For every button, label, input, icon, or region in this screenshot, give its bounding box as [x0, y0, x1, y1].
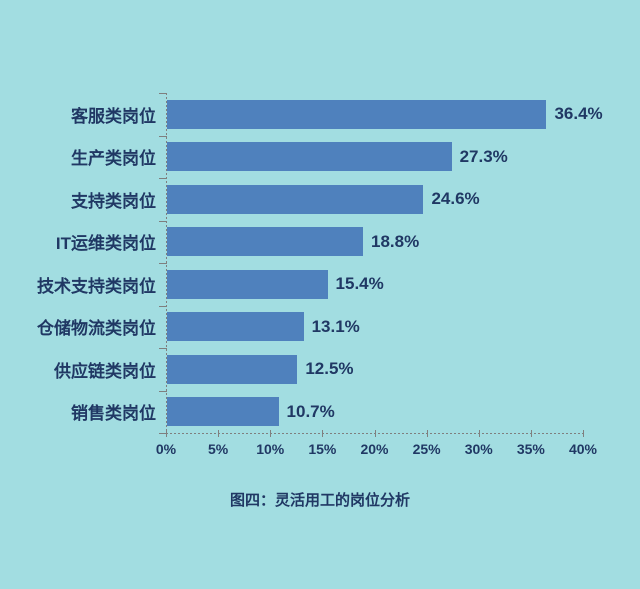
bar-2 — [167, 142, 452, 172]
category-label: 支持类岗位 — [71, 191, 156, 211]
x-axis-tick-label: 30% — [464, 441, 493, 457]
y-axis-tick — [159, 178, 167, 179]
value-label: 12.5% — [305, 359, 354, 379]
bar-3 — [167, 184, 424, 214]
y-axis-line — [166, 93, 167, 433]
category-label: 生产类岗位 — [71, 149, 156, 169]
bar-6 — [167, 312, 304, 342]
y-axis-tick — [159, 305, 167, 307]
y-axis-tick — [159, 390, 167, 392]
category-label: IT运维类岗位 — [55, 234, 156, 254]
x-axis-tick-label: 0% — [155, 441, 177, 457]
value-label: 13.1% — [311, 316, 360, 336]
value-label: 36.4% — [554, 104, 603, 124]
value-label: 27.3% — [459, 146, 508, 166]
x-axis-tick-label: 10% — [256, 441, 285, 457]
y-axis-tick — [159, 433, 167, 434]
y-axis-tick — [159, 135, 167, 137]
x-axis-tick-label: 25% — [412, 441, 441, 457]
x-axis-tick-label: 20% — [360, 441, 389, 457]
value-label: 18.8% — [370, 231, 420, 251]
category-label: 供应链类岗位 — [54, 361, 156, 381]
bar-5 — [167, 269, 328, 299]
y-axis-tick — [159, 220, 167, 222]
value-label: 24.6% — [431, 189, 480, 209]
x-axis-line — [166, 433, 584, 434]
category-label: 客服类岗位 — [71, 106, 156, 126]
x-axis-tick-label: 35% — [516, 441, 545, 457]
x-axis-tick-label: 40% — [568, 441, 598, 457]
category-label: 技术支持类岗位 — [37, 276, 156, 296]
y-axis-tick — [159, 263, 167, 264]
y-axis-tick — [159, 93, 167, 94]
bar-1 — [167, 99, 547, 129]
value-label: 15.4% — [335, 274, 384, 294]
category-label: 销售类岗位 — [71, 404, 156, 424]
bar-4 — [167, 227, 363, 257]
x-axis-tick-label: 5% — [208, 441, 229, 457]
x-axis-tick-label: 15% — [308, 441, 337, 457]
bar-8 — [167, 397, 279, 427]
value-label: 10.7% — [286, 401, 335, 421]
bar-7 — [167, 354, 298, 384]
y-axis-tick — [159, 348, 167, 349]
chart-caption: 图四：灵活用工的岗位分析 — [229, 492, 410, 509]
category-label: 仓储物流类岗位 — [37, 319, 156, 339]
